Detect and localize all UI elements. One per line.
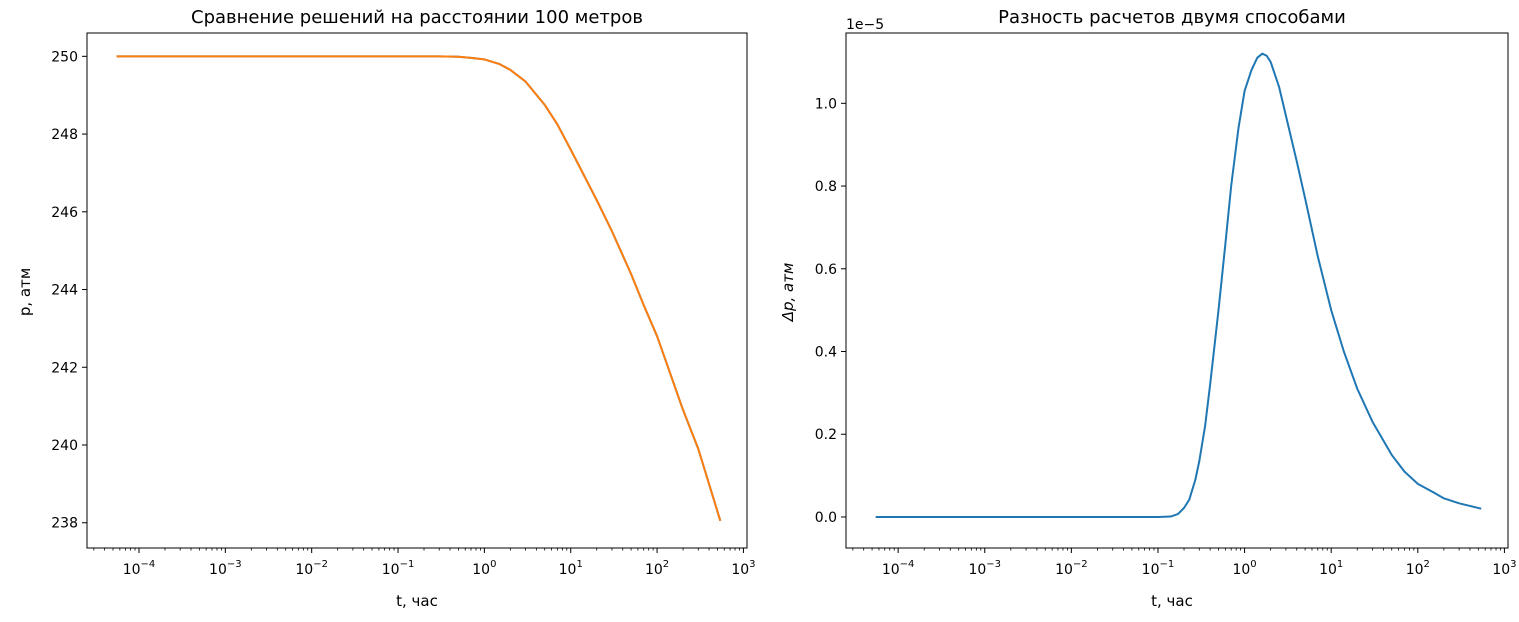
y-tick-label: 238 — [51, 516, 78, 532]
series-layer — [116, 55, 722, 522]
x-tick-label-base: 10 — [1232, 562, 1250, 578]
x-tick-label-base: 10 — [559, 562, 577, 578]
x-tick-label-base: 10 — [209, 562, 227, 578]
x-tick-label-base: 10 — [1142, 562, 1160, 578]
x-tick-label: 10−3 — [209, 559, 242, 578]
x-tick-label-exponent: 2 — [663, 559, 669, 570]
x-tick-label: 10−4 — [882, 559, 915, 578]
x-tick-label: 10−2 — [295, 559, 328, 578]
x-axis-label: t, час — [396, 592, 438, 610]
x-tick-label-exponent: 1 — [576, 559, 582, 570]
y-tick-label: 242 — [51, 360, 78, 376]
x-tick-label-exponent: −3 — [986, 559, 1001, 570]
y-tick-label: 0.8 — [815, 179, 837, 195]
x-tick-label: 10−4 — [123, 559, 156, 578]
x-tick-label: 10−3 — [968, 559, 1001, 578]
x-tick-label: 103 — [1492, 559, 1516, 578]
x-tick-label-base: 10 — [382, 562, 400, 578]
x-tick-label-exponent: −1 — [400, 559, 415, 570]
y-axis-label: Δp, атм — [779, 263, 797, 323]
y-tick-label: 1.0 — [815, 96, 837, 112]
x-tick-label-exponent: 3 — [749, 559, 755, 570]
x-tick-label-base: 10 — [123, 562, 141, 578]
x-tick-label-exponent: −2 — [1073, 559, 1088, 570]
series-line-0 — [875, 52, 1482, 518]
series-line-1 — [116, 55, 722, 522]
x-tick-label: 10−1 — [1142, 559, 1175, 578]
x-tick-label-base: 10 — [472, 562, 490, 578]
y-tick-label: 0.0 — [815, 510, 837, 526]
x-tick-label-base: 10 — [295, 562, 313, 578]
y-axis-label: р, атм — [16, 268, 34, 316]
series-layer — [875, 52, 1482, 518]
x-tick-label-exponent: −3 — [227, 559, 242, 570]
x-tick-label: 101 — [559, 559, 583, 578]
x-tick-label-exponent: 3 — [1510, 559, 1516, 570]
y-tick-label: 246 — [51, 205, 78, 221]
y-tick-label: 240 — [51, 438, 78, 454]
y-offset-text: 1e−5 — [846, 17, 884, 33]
x-tick-label: 102 — [645, 559, 669, 578]
y-tick-label: 248 — [51, 127, 78, 143]
x-tick-label-exponent: −2 — [313, 559, 328, 570]
y-tick-label: 0.6 — [815, 262, 837, 278]
x-tick-label-base: 10 — [1406, 562, 1424, 578]
x-tick-label-exponent: −4 — [900, 559, 915, 570]
x-tick-label: 100 — [472, 559, 496, 578]
x-axis-label: t, час — [1151, 592, 1193, 610]
x-tick-label-base: 10 — [1055, 562, 1073, 578]
chart-title: Сравнение решений на расстоянии 100 метр… — [191, 7, 643, 28]
y-tick-label: 244 — [51, 283, 78, 299]
x-tick-label-base: 10 — [882, 562, 900, 578]
x-tick-label-base: 10 — [731, 562, 749, 578]
y-tick-label: 0.2 — [815, 427, 837, 443]
x-tick-label-exponent: 1 — [1337, 559, 1343, 570]
plot-frame — [845, 32, 1509, 549]
x-tick-label-exponent: 0 — [1250, 559, 1256, 570]
chart-difference: Разность расчетов двумя способами 1e−5 t… — [779, 7, 1517, 610]
x-tick-label-base: 10 — [645, 562, 663, 578]
tick-layer: 10−4 10−3 10−2 10−1 100 101 102 103250248246244… — [51, 49, 755, 578]
x-tick-label: 10−1 — [382, 559, 415, 578]
y-tick-label: 250 — [51, 49, 78, 65]
x-tick-label: 10−2 — [1055, 559, 1088, 578]
y-tick-label: 0.4 — [815, 345, 837, 361]
chart-pressure-comparison: Сравнение решений на расстоянии 100 метр… — [16, 7, 756, 610]
x-tick-label-base: 10 — [1319, 562, 1337, 578]
x-tick-label-exponent: −1 — [1160, 559, 1175, 570]
x-tick-label: 100 — [1232, 559, 1256, 578]
x-tick-label-exponent: 2 — [1424, 559, 1430, 570]
x-tick-label-exponent: 0 — [490, 559, 496, 570]
x-tick-label: 103 — [731, 559, 755, 578]
x-tick-label-exponent: −4 — [141, 559, 156, 570]
x-tick-label: 102 — [1406, 559, 1430, 578]
chart-title: Разность расчетов двумя способами — [998, 7, 1346, 28]
x-tick-label-base: 10 — [1492, 562, 1510, 578]
x-tick-label: 101 — [1319, 559, 1343, 578]
x-tick-label-base: 10 — [968, 562, 986, 578]
plot-frame — [86, 32, 748, 549]
